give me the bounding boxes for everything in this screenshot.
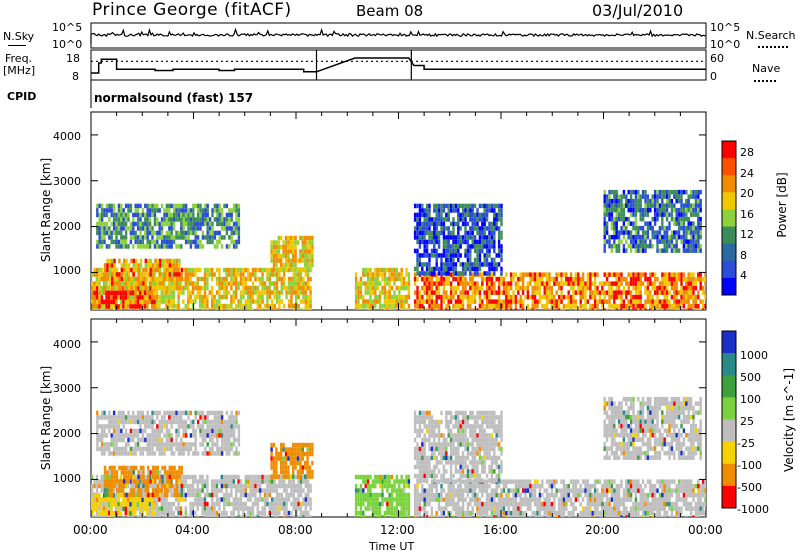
power-colorbar-cell (722, 141, 736, 159)
velocity-cbar-tick-1000: 1000 (740, 349, 768, 362)
freq-label: Freq. (5, 52, 33, 65)
velocity-colorbar-cell (722, 353, 736, 376)
power-cbar-tick-12: 12 (740, 228, 754, 241)
velocity-cbar-tick-25: 25 (740, 415, 754, 428)
velocity-colorbar-cell (722, 331, 736, 354)
echo-region-evening-patch (603, 189, 702, 253)
power-cbar-tick-20: 20 (740, 187, 754, 200)
power-cbar-tick-24: 24 (740, 167, 754, 180)
echo-region-noon-block (354, 267, 411, 310)
xtick-00-end: 00:00 (688, 523, 723, 537)
xtick-12: 12:00 (380, 523, 415, 537)
power-colorbar-cell (722, 175, 736, 193)
power-colorbar-cell (722, 226, 736, 245)
frequency-line (91, 57, 706, 74)
velocity-colorbar-cell (722, 397, 736, 420)
n-search-label: N.Search (746, 29, 796, 42)
power-ytick-3000: 3000 (53, 175, 81, 188)
cpid-label: CPID (7, 90, 37, 103)
sky-left-tick-high: 10^5 (52, 21, 83, 34)
power-ytick-2000: 2000 (53, 220, 81, 233)
nave-tick-60: 60 (710, 52, 724, 65)
power-cbar-tick-28: 28 (740, 146, 754, 159)
nave-tick-0: 0 (710, 70, 717, 83)
power-colorbar-cell (722, 277, 736, 296)
freq-tick-18: 18 (66, 52, 80, 65)
noise-trace (90, 27, 707, 44)
echo-region-evening-patch (603, 396, 702, 460)
xtick-20: 20:00 (585, 523, 620, 537)
n-sky-underline (8, 45, 26, 46)
echo-region-far-band-patch (270, 442, 314, 479)
velocity-cbar-tick-neg100: -100 (737, 459, 762, 472)
station-title: Prince George (fitACF) (92, 0, 292, 20)
xtick-16: 16:00 (483, 523, 518, 537)
freq-panel-frame (90, 49, 707, 81)
echo-region-mid-range-band (96, 203, 241, 249)
power-colorbar-cell (722, 192, 736, 210)
sky-left-tick-low: 10^0 (52, 38, 83, 51)
xtick-04: 04:00 (175, 523, 210, 537)
power-cbar-label: Power [dB] (775, 172, 789, 238)
power-colorbar-cell (722, 158, 736, 176)
velocity-colorbar-frame (721, 330, 737, 509)
velocity-ylabel: Slant Range [km] (39, 365, 53, 471)
cpid-value: normalsound (fast) 157 (94, 91, 254, 105)
power-cbar-tick-16: 16 (740, 208, 754, 221)
power-colorbar-frame (721, 140, 737, 296)
velocity-cbar-tick-100: 100 (740, 393, 761, 406)
velocity-ytick-2000: 2000 (53, 427, 81, 440)
echo-region-mid-range-band (96, 410, 241, 456)
velocity-cbar-tick-neg500: -500 (737, 481, 762, 494)
sky-right-tick-high: 10^5 (710, 21, 741, 34)
velocity-cbar-label: Velocity [m s^-1] (782, 367, 796, 473)
nave-label: Nave (752, 62, 781, 75)
velocity-cbar-tick-neg1000: -1000 (737, 503, 769, 516)
power-ytick-1000: 1000 (53, 264, 81, 277)
sky-right-tick-low: 10^0 (710, 38, 741, 51)
power-cbar-tick-4: 4 (740, 269, 747, 282)
echo-region-morning-orange-flow (103, 465, 183, 498)
power-colorbar-cell (722, 260, 736, 279)
power-ytick-4000: 4000 (53, 130, 81, 143)
velocity-colorbar-cell (722, 375, 736, 398)
echo-region-far-band-patch (270, 235, 314, 272)
n-search-dotted-key (758, 46, 788, 48)
echo-region-noon-block (354, 474, 411, 517)
date-title: 03/Jul/2010 (592, 1, 684, 20)
velocity-cbar-tick-500: 500 (740, 371, 761, 384)
velocity-ytick-3000: 3000 (53, 382, 81, 395)
power-ylabel: Slant Range [km] (39, 157, 53, 263)
echo-region-morning-orange-flow (103, 258, 183, 291)
echo-region-low-range-morning-core (91, 493, 156, 516)
echo-region-afternoon-band (413, 272, 706, 310)
velocity-ytick-1000: 1000 (53, 472, 81, 485)
power-colorbar-cell (722, 243, 736, 262)
xaxis-label: Time UT (369, 540, 415, 553)
power-colorbar-cell (722, 209, 736, 228)
velocity-colorbar-cell (722, 419, 736, 443)
velocity-colorbar-cell (722, 463, 736, 487)
velocity-colorbar-cell (722, 485, 736, 509)
velocity-colorbar-cell (722, 441, 736, 465)
velocity-ytick-4000: 4000 (53, 338, 81, 351)
xtick-00-start: 00:00 (73, 523, 108, 537)
xtick-08: 08:00 (278, 523, 313, 537)
power-cbar-tick-8: 8 (740, 249, 747, 262)
beam-title: Beam 08 (356, 2, 424, 20)
freq-tick-8: 8 (72, 70, 79, 83)
echo-region-afternoon-band (413, 479, 706, 517)
freq-unit-label: [MHz] (3, 64, 36, 77)
echo-region-afternoon-scatter (413, 410, 503, 483)
echo-region-afternoon-scatter (413, 203, 503, 276)
n-sky-label: N.Sky (3, 30, 35, 43)
velocity-cbar-tick-neg25: -25 (737, 437, 755, 450)
nave-dotted-key (754, 80, 776, 82)
